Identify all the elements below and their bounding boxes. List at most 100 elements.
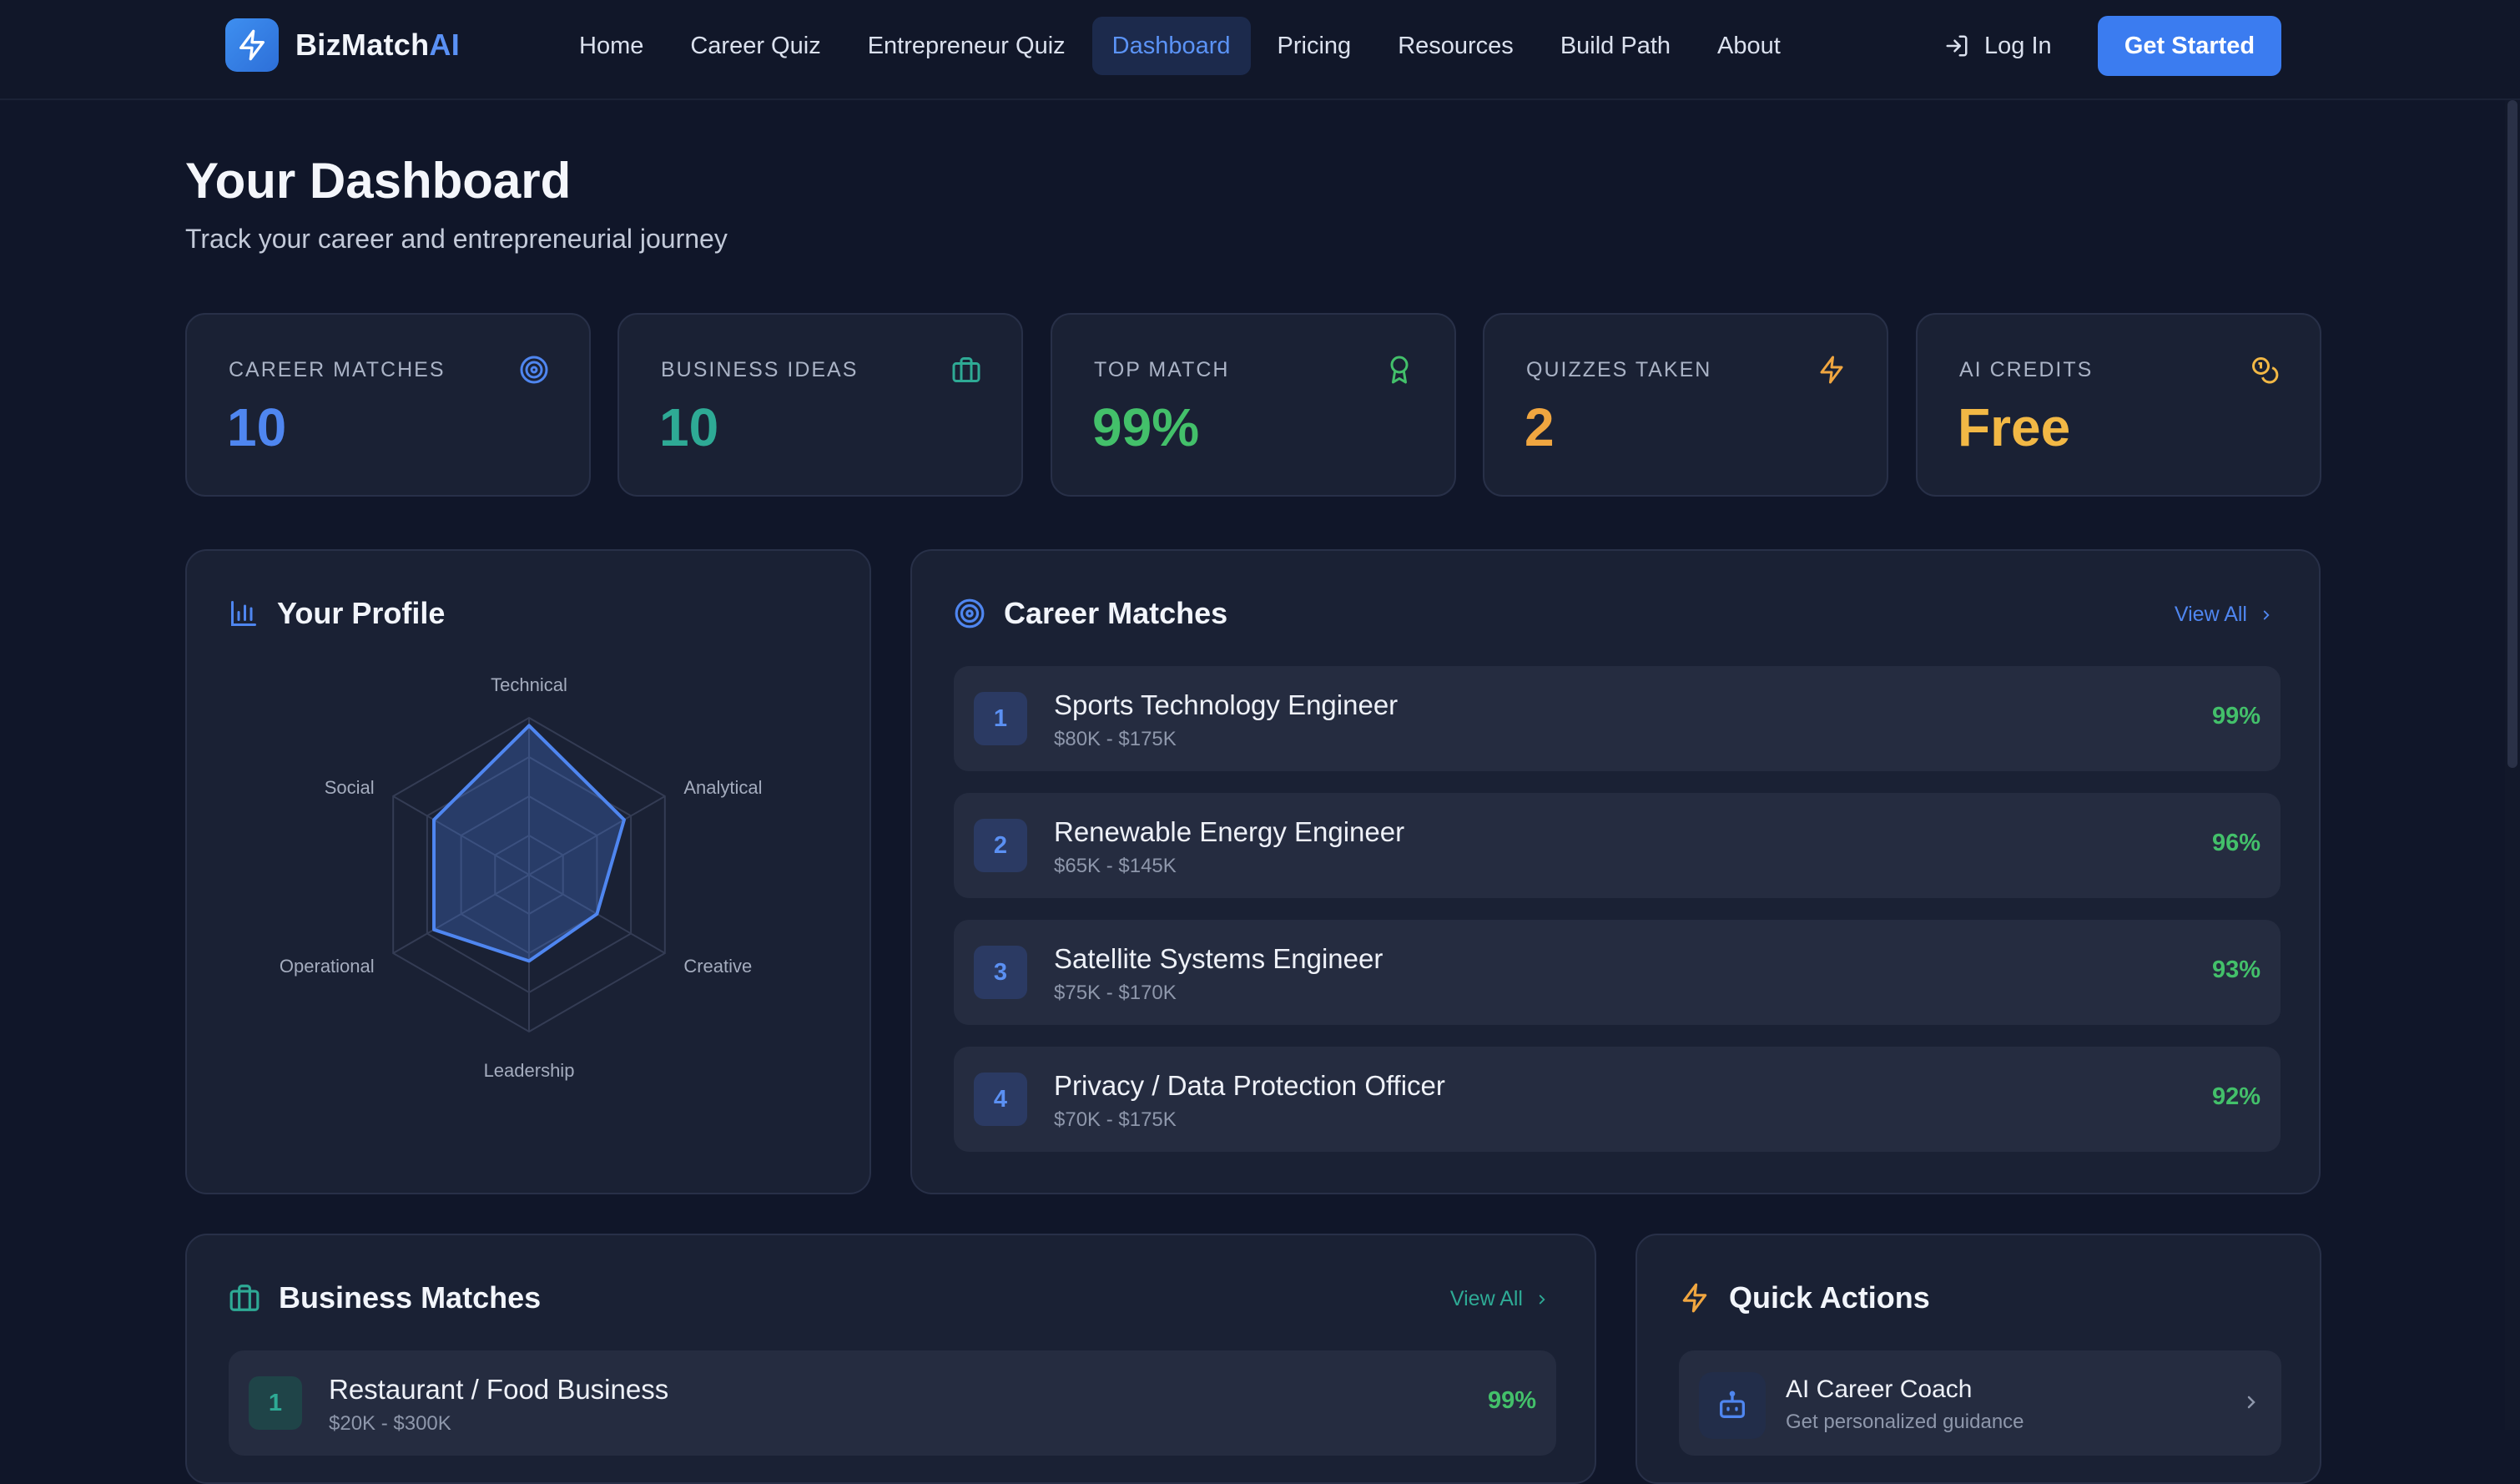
- profile-title-text: Your Profile: [277, 596, 446, 630]
- stat-value: 10: [659, 397, 719, 457]
- view-all-label: View All: [2174, 603, 2247, 626]
- rank-badge: 1: [974, 692, 1027, 745]
- target-icon: [955, 598, 985, 628]
- business-title-text: Business Matches: [279, 1280, 542, 1315]
- business-match-row[interactable]: 1 Restaurant / Food Business $20K - $300…: [229, 1350, 1556, 1456]
- rank-badge: 1: [249, 1376, 302, 1430]
- login-icon: [1946, 35, 1968, 57]
- stat-label: CAREER MATCHES: [229, 358, 446, 381]
- radar-axis-label: Social: [325, 777, 375, 798]
- career-matches-panel: Career Matches View All 1 Sports Technol…: [910, 549, 2321, 1194]
- business-matches-panel: Business Matches View All 1 Restaurant /…: [185, 1234, 1596, 1484]
- nav-entrepreneur-quiz[interactable]: Entrepreneur Quiz: [867, 33, 1066, 59]
- radar-series-polygon: [432, 724, 626, 963]
- login-label: Log In: [1984, 32, 2052, 59]
- nav-resources[interactable]: Resources: [1398, 33, 1514, 59]
- briefcase-icon: [952, 357, 980, 382]
- chevron-right-icon: [2263, 610, 2270, 619]
- career-match-row[interactable]: 3 Satellite Systems Engineer $75K - $170…: [954, 920, 2281, 1025]
- scrollbar-thumb[interactable]: [2507, 100, 2517, 768]
- nav-links: Home Career Quiz Entrepreneur Quiz Dashb…: [559, 17, 1807, 75]
- quick-action-title: AI Career Coach: [1786, 1375, 1973, 1403]
- career-salary: $70K - $175K: [1054, 1108, 1177, 1131]
- nav-about[interactable]: About: [1717, 33, 1781, 59]
- rank-badge: 2: [974, 819, 1027, 872]
- stat-value: 99%: [1092, 397, 1200, 457]
- page-title: Your Dashboard: [185, 153, 572, 209]
- stat-card-business-ideas: BUSINESS IDEAS 10: [617, 313, 1023, 497]
- business-panel-title: Business Matches: [229, 1280, 541, 1315]
- chevron-right-icon: [2247, 1396, 2255, 1409]
- stat-card-top-match: TOP MATCH 99%: [1051, 313, 1456, 497]
- stat-value: 10: [227, 397, 287, 457]
- radar-axis-label: Technical: [491, 674, 567, 695]
- career-title: Satellite Systems Engineer: [1054, 943, 1383, 974]
- stat-card-career-matches: CAREER MATCHES 10: [185, 313, 591, 497]
- nav-dashboard[interactable]: Dashboard: [1091, 17, 1251, 75]
- radar-axis-label: Analytical: [683, 777, 762, 798]
- quick-actions-title: Quick Actions: [1679, 1280, 1930, 1315]
- page-subtitle: Track your career and entrepreneurial jo…: [185, 224, 728, 254]
- business-title: Restaurant / Food Business: [329, 1374, 669, 1405]
- brand-logo[interactable]: BizMatchAI: [225, 18, 460, 72]
- nav-home[interactable]: Home: [579, 33, 644, 59]
- business-view-all-link[interactable]: View All: [1450, 1287, 1550, 1311]
- career-title-text: Career Matches: [1004, 596, 1228, 630]
- rank-badge: 4: [974, 1073, 1027, 1126]
- quick-actions-panel: Quick Actions AI Career Coach Get person…: [1635, 1234, 2321, 1484]
- quick-actions-title-text: Quick Actions: [1729, 1280, 1930, 1315]
- stat-card-quizzes-taken: QUIZZES TAKEN 2: [1483, 313, 1888, 497]
- radar-axis-line: [528, 795, 666, 876]
- award-icon: [1390, 356, 1409, 384]
- profile-radar-chart: Technical Analytical Creative Leadership Ope…: [280, 674, 763, 1081]
- page-scrollbar[interactable]: [2505, 100, 2520, 1430]
- stat-label: QUIZZES TAKEN: [1526, 358, 1712, 381]
- rank-badge: 3: [974, 946, 1027, 999]
- target-icon: [520, 356, 548, 384]
- career-match-row[interactable]: 1 Sports Technology Engineer $80K - $175…: [954, 666, 2281, 771]
- nav-career-quiz[interactable]: Career Quiz: [690, 33, 821, 59]
- career-title: Sports Technology Engineer: [1054, 689, 1399, 720]
- get-started-button[interactable]: Get Started: [2098, 16, 2281, 76]
- stat-label: AI CREDITS: [1959, 358, 2094, 381]
- match-percent: 92%: [2211, 1083, 2260, 1110]
- lightning-icon: [1682, 1283, 1707, 1313]
- career-panel-title: Career Matches: [954, 596, 1227, 631]
- profile-panel-title: Your Profile: [229, 596, 445, 631]
- coins-icon: [2252, 357, 2279, 384]
- match-percent: 96%: [2211, 830, 2260, 856]
- stat-label: TOP MATCH: [1094, 358, 1230, 381]
- stat-value: Free: [1958, 397, 2071, 457]
- match-percent: 99%: [2211, 703, 2260, 729]
- brand-name: BizMatchAI: [295, 28, 461, 62]
- career-salary: $75K - $170K: [1054, 982, 1177, 1004]
- login-button[interactable]: Log In: [1944, 17, 2052, 75]
- stat-card-ai-credits: AI CREDITS Free: [1916, 313, 2321, 497]
- match-percent: 93%: [2211, 957, 2260, 983]
- career-salary: $80K - $175K: [1054, 728, 1177, 750]
- bar-chart-icon: [231, 601, 256, 626]
- stat-label: BUSINESS IDEAS: [661, 358, 859, 381]
- lightning-icon: [1820, 356, 1843, 384]
- nav-build-path[interactable]: Build Path: [1560, 33, 1671, 59]
- career-match-row[interactable]: 2 Renewable Energy Engineer $65K - $145K…: [954, 793, 2281, 898]
- radar-axis-label: Leadership: [484, 1060, 575, 1081]
- nav-pricing[interactable]: Pricing: [1277, 33, 1352, 59]
- career-view-all-link[interactable]: View All: [2175, 603, 2274, 627]
- briefcase-icon: [229, 1285, 260, 1311]
- stat-value: 2: [1525, 397, 1555, 457]
- radar-axis-label: Creative: [683, 956, 752, 977]
- chevron-right-icon: [1539, 1295, 1545, 1304]
- radar-axis-label: Operational: [280, 956, 375, 977]
- quick-action-ai-career-coach[interactable]: AI Career Coach Get personalized guidanc…: [1679, 1350, 2281, 1456]
- career-salary: $65K - $145K: [1054, 855, 1177, 877]
- top-navbar: BizMatchAI Home Career Quiz Entrepreneur…: [0, 0, 2520, 100]
- profile-panel: Your Profile Technical Analytical Creative…: [185, 549, 871, 1194]
- robot-icon: [1699, 1372, 1766, 1439]
- lightning-logo-icon: [225, 18, 279, 72]
- match-percent: 99%: [1487, 1387, 1536, 1414]
- career-title: Renewable Energy Engineer: [1054, 816, 1405, 847]
- career-match-row[interactable]: 4 Privacy / Data Protection Officer $70K…: [954, 1047, 2281, 1152]
- business-investment: $20K - $300K: [329, 1412, 451, 1435]
- radar-axis-line: [392, 795, 530, 876]
